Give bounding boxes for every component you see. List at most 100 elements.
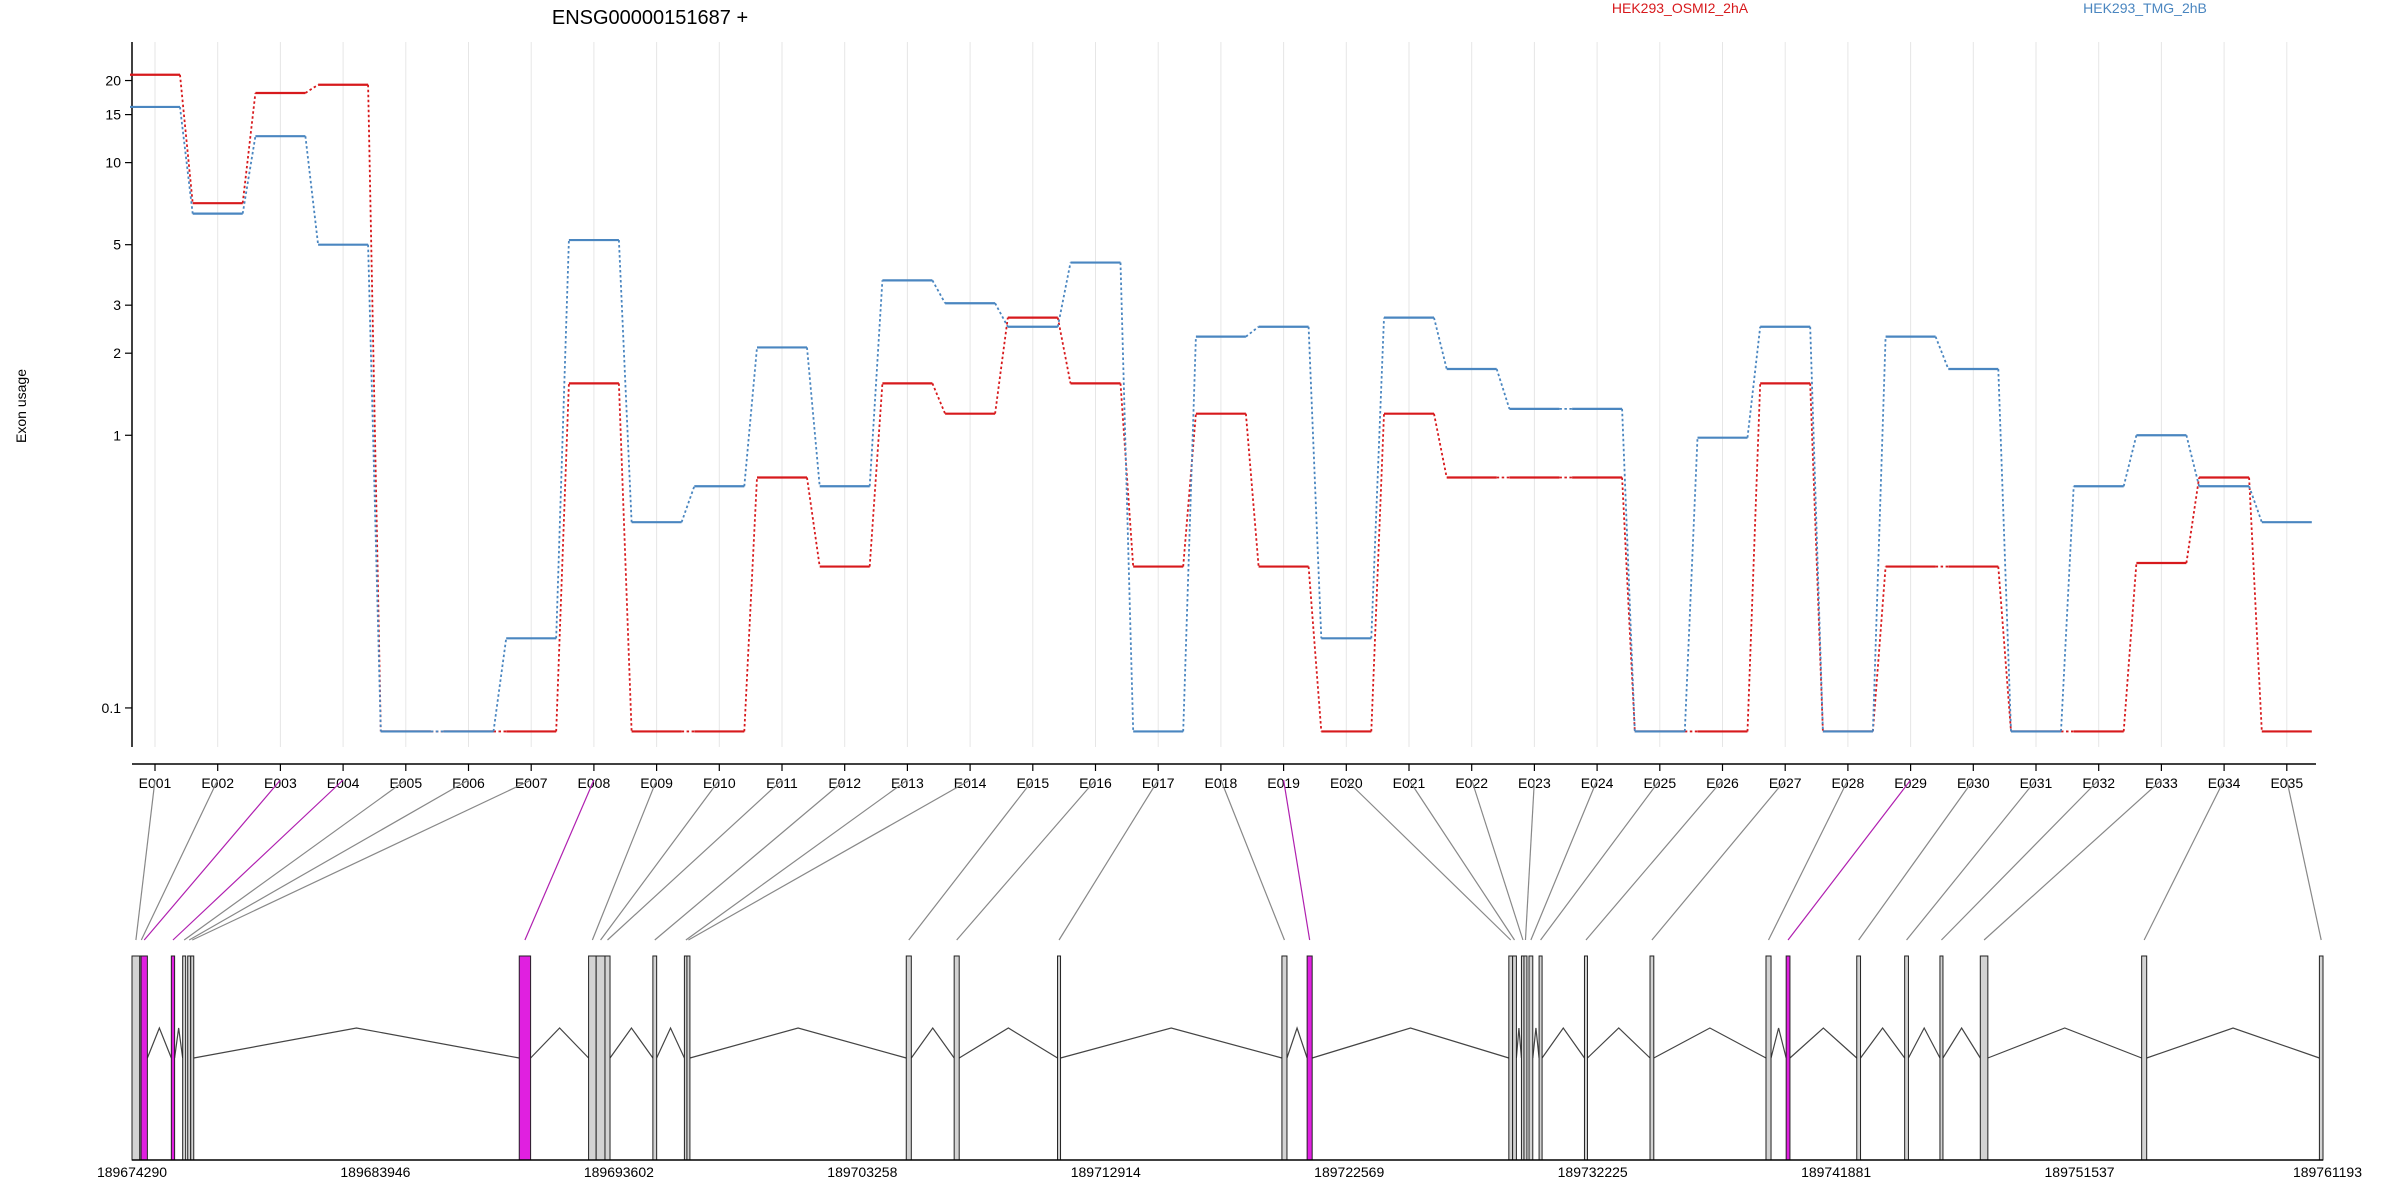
series-connector <box>241 136 257 214</box>
y-tick-label: 2 <box>113 345 121 361</box>
x-tick-label: E002 <box>201 775 234 791</box>
x-tick-label: E010 <box>703 775 736 791</box>
genomic-tick-label: 189741881 <box>1801 1164 1871 1180</box>
exon-connector <box>1787 779 1912 941</box>
series-connector <box>1370 317 1385 639</box>
genomic-tick-label: 189712914 <box>1071 1164 1141 1180</box>
exon-connector <box>1530 779 1598 941</box>
intron <box>1587 1027 1651 1059</box>
exon-box <box>2318 955 2324 1161</box>
exon-box <box>170 955 176 1161</box>
exon-connector <box>1906 779 2037 941</box>
y-tick-label: 0.1 <box>102 700 122 716</box>
intron <box>530 1027 590 1059</box>
intron <box>958 1027 1058 1059</box>
exon-box <box>595 955 606 1161</box>
x-tick-label: E018 <box>1205 775 1238 791</box>
exon-box <box>1508 955 1514 1161</box>
series-connector <box>1683 437 1699 732</box>
intron <box>1907 1026 1941 1059</box>
exon-box <box>1979 955 1989 1161</box>
series-connector <box>1433 317 1448 370</box>
exon-connector-lines <box>135 779 2322 941</box>
genomic-coordinate-axis: 189674290 189683946 189693602 189703258 1897… <box>97 1159 2362 1180</box>
y-tick-label: 5 <box>113 237 121 253</box>
intron <box>146 1026 172 1059</box>
exon-box <box>953 955 960 1161</box>
exon-box <box>686 955 691 1161</box>
series-connector <box>994 317 1009 414</box>
series-connector <box>1997 566 2012 732</box>
series-connector <box>492 638 508 732</box>
series-layer <box>130 73 2312 733</box>
intron <box>2146 1027 2320 1059</box>
exon-connector <box>1220 779 1285 941</box>
x-tick-label: E030 <box>1957 775 1990 791</box>
intron <box>1860 1026 1906 1059</box>
x-tick-label: E028 <box>1832 775 1865 791</box>
exon-box <box>518 955 532 1161</box>
x-tick-label: E003 <box>264 775 297 791</box>
series-connector <box>555 383 570 732</box>
exon-box <box>1649 955 1655 1161</box>
legend-entry-osmi2: HEK293_OSMI2_2hA <box>1612 0 1749 16</box>
exon-connector <box>1983 779 2162 941</box>
intron <box>1789 1027 1858 1059</box>
series-connector <box>1997 368 2012 732</box>
series-connector <box>2248 485 2263 523</box>
genomic-tick-label: 189693602 <box>584 1164 654 1180</box>
y-tick-label: 10 <box>105 155 121 171</box>
series-connector <box>680 485 696 523</box>
genomic-tick-label: 189683946 <box>340 1164 410 1180</box>
exon-connector <box>188 779 469 941</box>
series-connector <box>179 106 194 214</box>
series-connector <box>2060 486 2075 732</box>
series-connector <box>806 477 821 567</box>
series-connector <box>2185 435 2200 487</box>
intron <box>174 1027 184 1059</box>
series-connector <box>1934 336 1950 370</box>
series-connector <box>1621 408 1636 732</box>
series-connector <box>868 383 884 567</box>
chart-title: ENSG00000151687 + <box>552 7 748 29</box>
exon-connector <box>1585 779 1723 941</box>
intron <box>1286 1026 1308 1059</box>
intron <box>193 1027 520 1059</box>
x-axis-ticks: E001 E002 E003 E004 E005 E006 E007 E008 E009 E010… <box>139 764 2303 791</box>
exon-connector <box>1058 779 1159 941</box>
exon-connector <box>956 779 1096 941</box>
exon-box <box>1939 955 1944 1161</box>
exon-connector <box>1941 779 2100 941</box>
series-connector <box>1495 368 1511 410</box>
x-tick-label: E011 <box>766 775 798 791</box>
series-connector <box>304 136 319 245</box>
series-connector <box>1621 477 1636 732</box>
x-tick-label: E026 <box>1706 775 1739 791</box>
y-tick-label: 1 <box>113 427 121 443</box>
intron <box>689 1027 907 1059</box>
x-tick-label: E015 <box>1016 775 1049 791</box>
x-tick-label: E021 <box>1393 775 1426 791</box>
series-connector <box>1182 413 1197 567</box>
exon-connector <box>1858 779 1974 941</box>
y-tick-label: 20 <box>105 73 121 89</box>
exon-box <box>1583 955 1588 1161</box>
exon-connector <box>1345 779 1512 941</box>
y-tick-label: 3 <box>113 297 121 313</box>
intron <box>609 1026 654 1059</box>
series-connector <box>1119 383 1135 567</box>
series-connector <box>241 92 257 204</box>
exon-box <box>1281 955 1288 1161</box>
x-tick-label: E031 <box>2020 775 2053 791</box>
x-tick-label: E022 <box>1455 775 1488 791</box>
x-tick-label: E032 <box>2082 775 2115 791</box>
exon-connector <box>1408 779 1516 941</box>
series-connector <box>1056 262 1072 327</box>
x-tick-label: E009 <box>640 775 673 791</box>
exon-box <box>1528 955 1534 1161</box>
exon-connector <box>1540 779 1661 941</box>
x-tick-label: E004 <box>327 775 360 791</box>
series-connector <box>743 477 758 732</box>
exon-connector <box>600 779 720 941</box>
